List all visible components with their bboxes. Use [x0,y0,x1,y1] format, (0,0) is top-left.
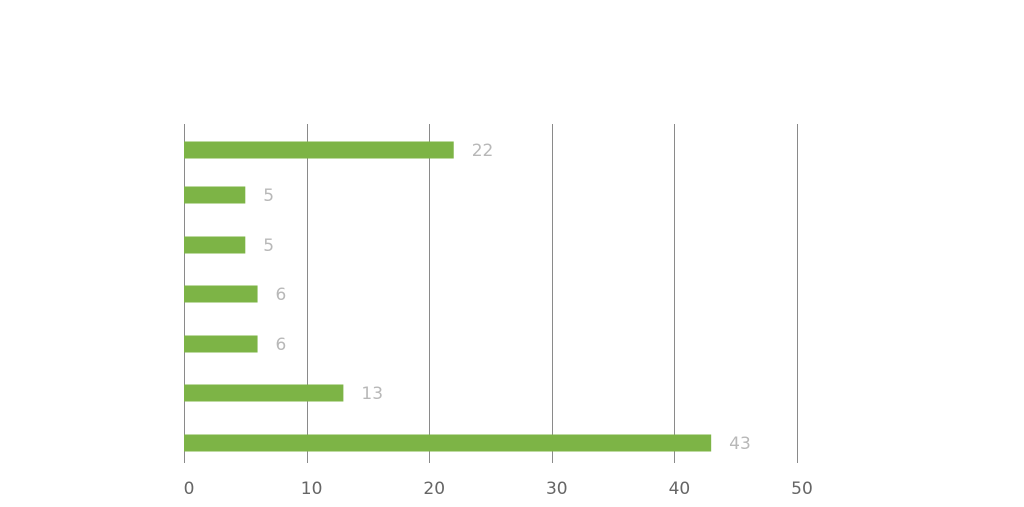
x-tick-label: 0 [184,479,195,499]
x-tick-label: 20 [423,479,445,499]
x-tick-label: 40 [669,479,691,499]
bar [184,384,344,402]
bar-value-label: 6 [276,285,287,305]
x-axis-tick-labels: 0 10 20 30 40 50 [184,479,813,499]
bar [184,434,712,452]
bar [184,236,246,254]
bar [184,186,246,204]
grid-lines [184,124,798,463]
x-tick-label: 30 [546,479,568,499]
bar-value-label: 6 [276,335,287,355]
bar-value-label: 13 [361,384,383,404]
x-tick-label: 50 [791,479,813,499]
bar-value-label: 5 [263,236,274,256]
bar-value-label: 43 [729,434,751,454]
bar [184,285,258,303]
x-tick-label: 10 [301,479,323,499]
bar-value-label: 22 [472,141,494,161]
data-labels: 22 5 5 6 6 13 43 [263,141,751,454]
bar [184,141,454,159]
bar [184,335,258,353]
bars [184,141,712,452]
bar-value-label: 5 [263,186,274,206]
